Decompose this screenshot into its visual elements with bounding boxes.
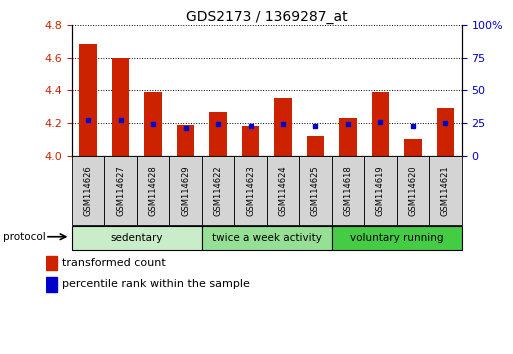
Bar: [364, 156, 397, 225]
Bar: [299, 156, 332, 225]
Text: GSM114619: GSM114619: [376, 165, 385, 216]
Text: GSM114618: GSM114618: [344, 165, 352, 216]
Title: GDS2173 / 1369287_at: GDS2173 / 1369287_at: [186, 10, 348, 24]
Bar: [397, 156, 429, 225]
Bar: [79, 44, 97, 156]
Bar: [46, 256, 56, 270]
Bar: [169, 156, 202, 225]
Bar: [242, 126, 260, 156]
Text: voluntary running: voluntary running: [350, 233, 443, 242]
Bar: [404, 139, 422, 156]
Bar: [332, 156, 364, 225]
Bar: [332, 226, 462, 250]
Bar: [137, 156, 169, 225]
Text: GSM114624: GSM114624: [279, 165, 287, 216]
Bar: [429, 156, 462, 225]
Bar: [339, 118, 357, 156]
Text: GSM114628: GSM114628: [149, 165, 157, 216]
Text: twice a week activity: twice a week activity: [212, 233, 322, 242]
Text: GSM114626: GSM114626: [84, 165, 92, 216]
Bar: [307, 136, 324, 156]
Text: percentile rank within the sample: percentile rank within the sample: [62, 279, 250, 290]
Bar: [202, 226, 332, 250]
Bar: [176, 125, 194, 156]
Bar: [274, 98, 292, 156]
Text: GSM114621: GSM114621: [441, 165, 450, 216]
Bar: [437, 108, 455, 156]
Text: GSM114629: GSM114629: [181, 165, 190, 216]
Text: GSM114623: GSM114623: [246, 165, 255, 216]
Bar: [112, 57, 129, 156]
Text: GSM114622: GSM114622: [213, 165, 223, 216]
Bar: [46, 277, 56, 292]
Bar: [267, 156, 299, 225]
Bar: [144, 92, 162, 156]
Bar: [202, 156, 234, 225]
Text: GSM114627: GSM114627: [116, 165, 125, 216]
Text: sedentary: sedentary: [110, 233, 163, 242]
Text: transformed count: transformed count: [62, 258, 166, 268]
Bar: [371, 92, 389, 156]
Text: GSM114625: GSM114625: [311, 165, 320, 216]
Text: GSM114620: GSM114620: [408, 165, 418, 216]
Bar: [209, 112, 227, 156]
Bar: [234, 156, 267, 225]
Bar: [72, 156, 104, 225]
Bar: [72, 226, 202, 250]
Bar: [104, 156, 137, 225]
Text: protocol: protocol: [3, 232, 45, 242]
